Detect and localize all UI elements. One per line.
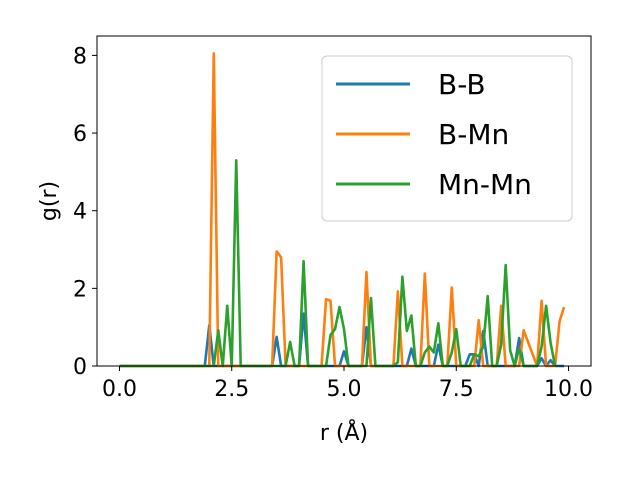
y-tick-label: 8: [73, 44, 87, 69]
y-tick-label: 4: [73, 200, 87, 225]
legend-label: B-B: [438, 68, 486, 101]
x-axis: 0.0 2.5 5.0 7.5 10.0: [102, 366, 593, 402]
series-line-1: [119, 52, 566, 368]
y-axis: 0 2 4 6 8: [73, 44, 97, 380]
x-tick-label: 2.5: [214, 377, 249, 402]
x-tick-label: 0.0: [102, 377, 137, 402]
y-tick-label: 2: [73, 277, 87, 302]
x-tick-label: 10.0: [544, 377, 593, 402]
legend-box: [321, 55, 573, 222]
x-tick-label: 7.5: [439, 377, 474, 402]
x-tick-label: 5.0: [327, 377, 362, 402]
x-axis-label: r (Å): [320, 419, 368, 446]
legend-label: B-Mn: [438, 118, 509, 151]
legend-label: Mn-Mn: [438, 168, 532, 201]
y-axis-label: g(r): [37, 181, 62, 221]
legend: B-B B-Mn Mn-Mn: [321, 55, 573, 222]
y-tick-label: 6: [73, 122, 87, 147]
y-tick-label: 0: [73, 355, 87, 380]
